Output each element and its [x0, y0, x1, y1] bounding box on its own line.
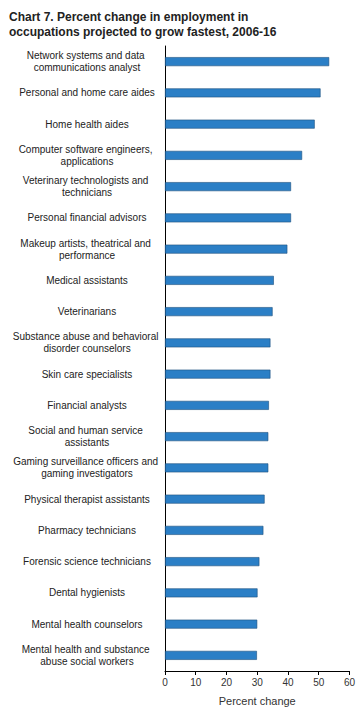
svg-text:50: 50: [313, 677, 325, 688]
svg-text:Computer software engineers,: Computer software engineers,: [19, 144, 156, 155]
svg-text:performance: performance: [59, 250, 116, 261]
svg-text:Pharmacy technicians: Pharmacy technicians: [38, 525, 136, 536]
svg-text:Substance abuse and behavioral: Substance abuse and behavioral: [13, 331, 161, 342]
svg-text:Home health aides: Home health aides: [45, 119, 128, 130]
svg-text:Personal financial advisors: Personal financial advisors: [28, 212, 147, 223]
svg-text:Forensic science technicians: Forensic science technicians: [23, 556, 151, 567]
svg-text:Network systems and data: Network systems and data: [27, 50, 148, 61]
svg-text:Physical therapist assistants: Physical therapist assistants: [24, 494, 150, 505]
svg-text:technicians: technicians: [62, 187, 112, 198]
svg-text:Social and human service: Social and human service: [28, 425, 145, 436]
svg-text:Skin care specialists: Skin care specialists: [42, 369, 133, 380]
svg-text:60: 60: [344, 677, 356, 688]
svg-text:occupations projected to grow: occupations projected to grow fastest, 2…: [9, 25, 277, 39]
svg-text:Makeup artists, theatrical and: Makeup artists, theatrical and: [20, 238, 153, 249]
svg-text:Mental health and substance: Mental health and substance: [22, 644, 153, 655]
svg-text:disorder counselors: disorder counselors: [43, 343, 130, 354]
svg-text:Chart 7. Percent change in emp: Chart 7. Percent change in employment in: [9, 10, 252, 24]
svg-text:Veterinarians: Veterinarians: [58, 306, 116, 317]
svg-text:Dental hygienists: Dental hygienists: [49, 587, 125, 598]
svg-text:Financial analysts: Financial analysts: [47, 400, 126, 411]
svg-text:communications analyst: communications analyst: [34, 62, 141, 73]
svg-text:gaming investigators: gaming investigators: [41, 468, 133, 479]
svg-text:Medical assistants: Medical assistants: [46, 275, 128, 286]
svg-text:Personal and home care aides: Personal and home care aides: [19, 87, 155, 98]
svg-text:Percent change: Percent change: [219, 695, 296, 707]
svg-text:30: 30: [252, 677, 264, 688]
svg-text:10: 10: [190, 677, 202, 688]
svg-text:applications: applications: [61, 156, 114, 167]
svg-text:Mental health counselors: Mental health counselors: [31, 619, 142, 630]
svg-text:assistants: assistants: [65, 437, 109, 448]
svg-text:20: 20: [221, 677, 233, 688]
svg-text:Gaming surveillance officers a: Gaming surveillance officers and: [13, 456, 161, 467]
svg-text:Veterinary technologists and: Veterinary technologists and: [23, 175, 151, 186]
svg-text:0: 0: [162, 677, 168, 688]
svg-text:40: 40: [282, 677, 294, 688]
svg-text:abuse social workers: abuse social workers: [40, 656, 133, 667]
